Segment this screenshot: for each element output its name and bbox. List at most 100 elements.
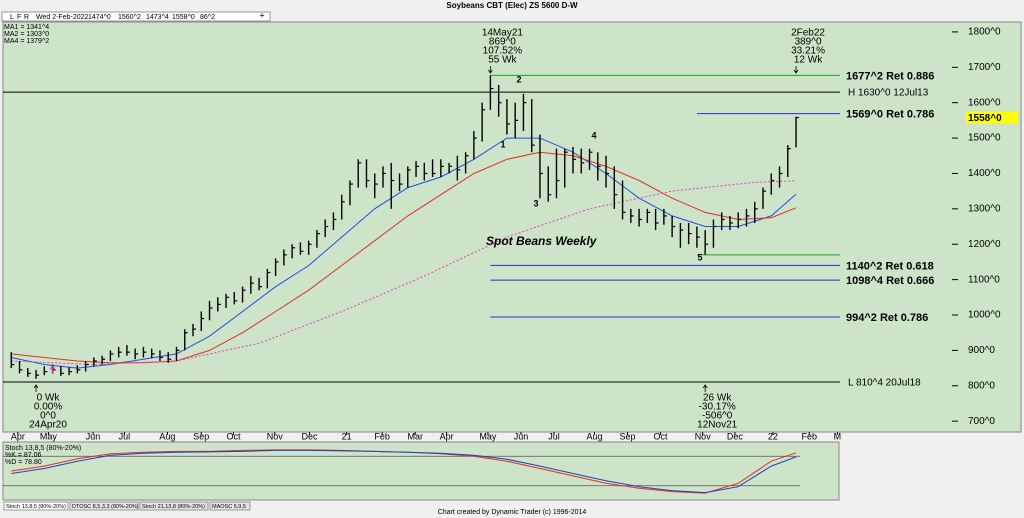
- annotation-text: 12Nov21: [697, 420, 737, 431]
- x-tick-label: Feb: [374, 431, 390, 441]
- chart-title: Soybeans CBT (Elec) ZS 5600 D-W: [446, 1, 578, 10]
- quote-field: 1474^0: [88, 14, 111, 21]
- y-tick-label: 1300^0: [968, 203, 1001, 214]
- legend-entry: MA1 = 1341^4: [4, 24, 49, 31]
- x-tick-label: Sep: [193, 431, 209, 441]
- level-label: 1569^0 Ret 0.786: [846, 109, 934, 121]
- x-tick-label: May: [40, 431, 58, 441]
- quote-field: 1473^4: [146, 14, 169, 21]
- annotation-text: 869^0: [489, 37, 516, 48]
- x-tick-label: 22: [768, 431, 778, 441]
- level-label: H 1630^0 12Jul13: [848, 88, 929, 99]
- annotation-arrow: [793, 66, 799, 74]
- y-tick-label: 1500^0: [968, 133, 1001, 144]
- x-tick-label: Apr: [11, 431, 25, 441]
- menu-item: F: [17, 14, 21, 21]
- x-tick-label: Jun: [514, 431, 529, 441]
- x-tick-label: Nov: [695, 431, 712, 441]
- y-tick-label: 1600^0: [968, 97, 1001, 108]
- level-label: L 810^4 20Jul18: [848, 378, 921, 389]
- y-tick-label: 1400^0: [968, 168, 1001, 179]
- x-tick-label: May: [479, 431, 497, 441]
- pivot-label: 4: [591, 130, 596, 140]
- x-tick-label: Jun: [86, 431, 101, 441]
- x-tick-label: Dec: [727, 431, 744, 441]
- menu-item: L: [10, 14, 14, 21]
- tab[interactable]: [139, 501, 209, 511]
- annotation-arrow: [488, 66, 493, 74]
- annotation-text: 33.21%: [791, 46, 825, 57]
- x-tick-label: Mar: [407, 431, 423, 441]
- x-tick-label: Oct: [654, 431, 669, 441]
- footer: Chart created by Dynamic Trader (c) 1996…: [438, 509, 587, 516]
- x-tick-label: Jul: [119, 431, 131, 441]
- annotation-text: 12 Wk: [794, 55, 823, 66]
- level-label: 1098^4 Ret 0.666: [846, 275, 934, 287]
- y-tick-label: 700^0: [968, 416, 995, 427]
- last-price-box: [966, 111, 1018, 124]
- annotation-text: 0.00%: [34, 402, 62, 413]
- y-tick-label: 1100^0: [968, 274, 1000, 285]
- level-label: 1677^2 Ret 0.886: [846, 70, 934, 82]
- x-tick-label: M: [834, 431, 842, 441]
- stoch-line: [11, 449, 797, 494]
- annotation-text: 14May21: [482, 28, 524, 39]
- stoch-legend: %D = 78.80: [5, 459, 42, 466]
- pivot-label: 3: [533, 198, 538, 208]
- pivot-label: 1: [500, 139, 505, 149]
- x-tick-label: Nov: [267, 431, 284, 441]
- annotation-text: 55 Wk: [488, 55, 517, 66]
- annotation-text: 2Feb22: [791, 28, 825, 39]
- y-tick-label: 1200^0: [968, 239, 1001, 250]
- annotation-text: 0^0: [40, 411, 56, 422]
- y-tick-label: 1700^0: [968, 62, 1001, 73]
- pivot-label: 5: [697, 252, 702, 262]
- y-tick-label: 800^0: [968, 380, 995, 391]
- tab-label: MAOSC 5,9,5: [212, 504, 246, 510]
- x-tick-label: Aug: [159, 431, 175, 441]
- tab[interactable]: [209, 501, 251, 511]
- stoch-name: Stoch 13,8,5 (80%-20%): [5, 445, 81, 452]
- y-tick-label: 1800^0: [968, 27, 1001, 38]
- stoch-legend: %K = 87.06: [5, 452, 41, 459]
- y-tick-label: 1000^0: [968, 310, 1001, 321]
- x-tick-label: Feb: [802, 431, 818, 441]
- quote-bar: [1, 11, 271, 22]
- x-tick-label: 21: [342, 431, 352, 441]
- quote-field: 1558^0: [172, 14, 195, 21]
- x-tick-label: Jul: [548, 431, 560, 441]
- chart-subtitle: Spot Beans Weekly: [486, 234, 598, 248]
- annotation-text: 24Apr20: [29, 420, 67, 431]
- tab[interactable]: [3, 501, 69, 511]
- pivot-label: 2: [516, 74, 521, 84]
- legend-entry: MA4 = 1379^2: [4, 38, 49, 45]
- annotation-text: -30.17%: [699, 402, 736, 413]
- marker-arrow: [50, 364, 56, 374]
- menu-item: R: [24, 14, 29, 21]
- stoch-panel: [2, 441, 840, 501]
- x-tick-label: Apr: [440, 431, 454, 441]
- tab-label: DTOSC 8,5,3,3 (80%-20%): [72, 504, 139, 510]
- x-tick-label: Dec: [301, 431, 318, 441]
- tab-label: Stoch 13,8,5 (80%-20%): [6, 504, 66, 510]
- x-tick-label: Aug: [586, 431, 602, 441]
- x-tick-label: Sep: [620, 431, 636, 441]
- tab[interactable]: [69, 501, 139, 511]
- quote-field: 86^2: [200, 14, 215, 21]
- annotation-text: 0 Wk: [37, 393, 61, 404]
- annotation-text: 389^0: [795, 37, 822, 48]
- legend-entry: MA2 = 1303^0: [4, 31, 49, 38]
- annotation-arrow: [702, 384, 708, 392]
- tab-label: Stoch 21,13,8 (80%-20%): [142, 504, 205, 510]
- quote-field: Wed 2-Feb-2022: [36, 14, 89, 21]
- y-tick-label: 900^0: [968, 345, 995, 356]
- annotation-text: 107.52%: [483, 46, 523, 57]
- level-label: 994^2 Ret 0.786: [846, 312, 928, 324]
- price-panel: [2, 21, 1022, 433]
- level-label: 1140^2 Ret 0.618: [846, 260, 934, 272]
- moving-average: [11, 180, 797, 366]
- annotation-arrow: [33, 384, 39, 392]
- last-price-label: 1558^0: [968, 113, 1002, 124]
